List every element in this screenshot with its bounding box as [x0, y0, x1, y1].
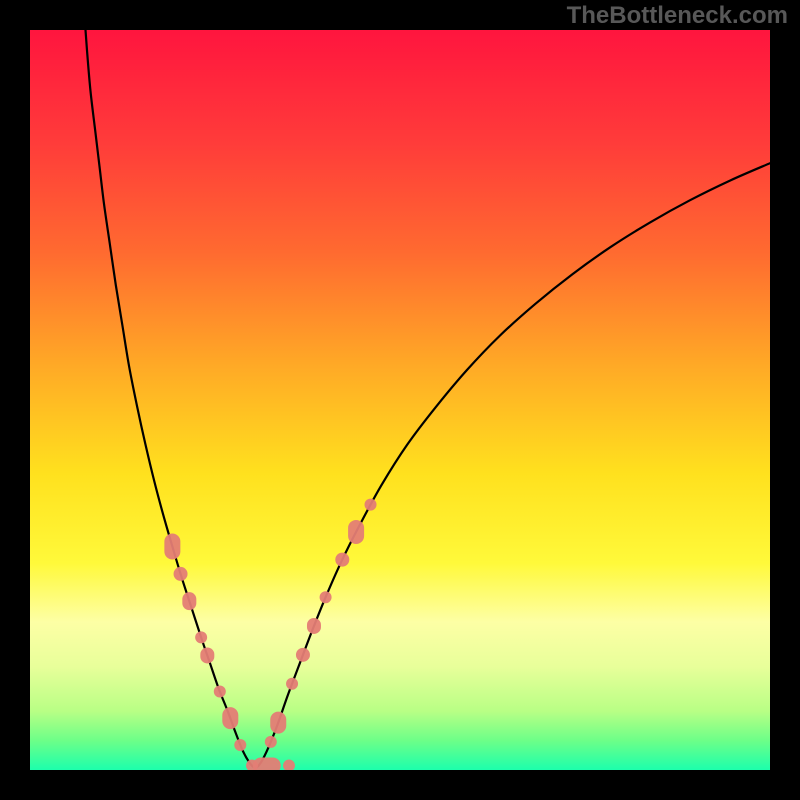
- data-marker: [214, 686, 226, 698]
- watermark-text: TheBottleneck.com: [567, 2, 788, 30]
- curve-left: [86, 30, 256, 769]
- curves-layer: [30, 30, 770, 770]
- data-marker: [200, 647, 214, 663]
- data-marker: [182, 592, 196, 610]
- data-marker: [234, 739, 246, 751]
- data-marker: [174, 567, 188, 581]
- data-marker: [348, 520, 364, 544]
- chart-container: TheBottleneck.com: [0, 0, 800, 800]
- curve-right: [256, 163, 770, 768]
- data-marker: [270, 712, 286, 734]
- data-marker: [365, 499, 377, 511]
- data-marker: [320, 591, 332, 603]
- data-marker: [195, 631, 207, 643]
- data-marker: [283, 760, 295, 770]
- data-marker: [296, 648, 310, 662]
- data-marker: [222, 707, 238, 729]
- data-marker: [286, 678, 298, 690]
- data-marker: [335, 553, 349, 567]
- data-marker: [307, 618, 321, 634]
- marker-group: [164, 499, 376, 770]
- data-marker: [164, 533, 180, 559]
- data-marker: [265, 736, 277, 748]
- data-marker: [253, 758, 281, 770]
- plot-area: [30, 30, 770, 770]
